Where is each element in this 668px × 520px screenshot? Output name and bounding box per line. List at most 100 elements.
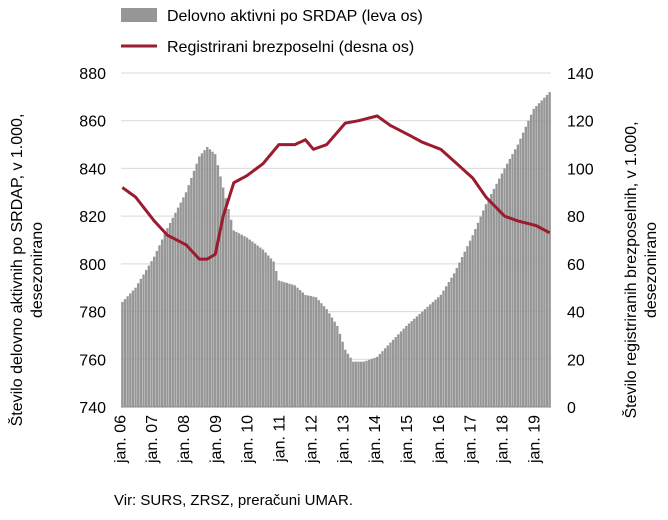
bar: [431, 302, 435, 407]
bar: [540, 100, 543, 407]
bar: [468, 240, 472, 407]
bar: [482, 210, 485, 407]
bar: [216, 165, 220, 407]
bar: [383, 348, 387, 407]
bar: [519, 138, 522, 408]
bar: [405, 325, 408, 407]
bar: [362, 361, 366, 407]
bar: [365, 360, 368, 407]
bar: [320, 303, 323, 407]
bar: [352, 361, 355, 407]
bar: [421, 311, 424, 407]
bar: [450, 277, 453, 407]
bar: [139, 278, 143, 407]
left-axis-title: Število delovno aktivnih po SRDAP, v 1.0…: [7, 114, 46, 427]
bar: [190, 177, 193, 407]
bar: [330, 317, 334, 407]
bar: [529, 114, 533, 407]
bar: [325, 309, 328, 407]
bar: [291, 284, 294, 407]
bar: [474, 229, 477, 407]
left-tick-label: 840: [79, 161, 106, 178]
left-tick-label: 740: [79, 400, 106, 417]
bar: [275, 271, 278, 407]
bar: [511, 154, 514, 407]
bar: [452, 273, 456, 407]
bar: [391, 339, 395, 407]
bar: [344, 349, 347, 407]
bar: [317, 300, 320, 407]
bar: [131, 290, 135, 407]
right-tick-label: 140: [567, 66, 594, 83]
bar: [312, 296, 315, 407]
right-axis-title: Število registriranih brezposelnih, v 1.…: [621, 121, 660, 418]
bar: [174, 212, 177, 407]
bar: [166, 228, 169, 407]
bar: [261, 249, 265, 407]
x-tick-label: jan. 07: [144, 415, 161, 464]
bar: [328, 313, 331, 407]
x-tick-label: jan. 17: [463, 415, 480, 464]
bar: [304, 294, 307, 407]
x-tick-label: jan. 18: [495, 415, 512, 464]
bar: [413, 318, 416, 407]
bar: [240, 234, 243, 407]
bar: [171, 217, 174, 407]
bar: [229, 219, 233, 407]
bar: [259, 247, 262, 407]
bar: [426, 306, 429, 407]
bar: [198, 156, 201, 407]
x-tick-label: jan. 14: [367, 415, 384, 464]
bar: [147, 265, 151, 407]
bar: [527, 120, 530, 408]
bar: [360, 361, 363, 407]
bar: [235, 231, 238, 407]
bar: [243, 236, 246, 407]
bar: [386, 345, 389, 407]
bar: [192, 170, 196, 407]
bar: [145, 269, 148, 407]
bar: [397, 334, 400, 407]
bar: [184, 192, 188, 407]
bar: [341, 341, 344, 407]
bar: [158, 245, 161, 407]
x-tick-label: jan. 16: [431, 415, 448, 464]
bar: [121, 302, 124, 407]
bar: [245, 237, 249, 407]
bar: [123, 299, 127, 407]
right-tick-label: 40: [567, 305, 585, 322]
bar: [484, 204, 488, 407]
bar: [309, 296, 312, 407]
bar: [248, 239, 251, 407]
bar: [168, 222, 172, 407]
source-note: Vir: SURS, ZRSZ, preračuni UMAR.: [114, 492, 353, 509]
bar: [410, 321, 413, 407]
bar: [537, 103, 541, 407]
bar: [460, 257, 464, 407]
bar: [354, 361, 358, 407]
x-tick-label: jan. 12: [303, 415, 320, 464]
x-tick-label: jan. 15: [399, 415, 416, 464]
employed-series: [121, 92, 551, 408]
bar: [200, 153, 204, 407]
bar: [208, 149, 212, 407]
bar: [500, 173, 504, 407]
legend-swatch-employed: [121, 8, 157, 22]
bar: [253, 243, 257, 407]
bar: [224, 198, 228, 407]
bar: [346, 353, 350, 407]
x-tick-label: jan. 13: [335, 415, 352, 464]
bar: [508, 158, 512, 407]
bar: [463, 251, 466, 407]
bar: [211, 151, 214, 407]
bar: [206, 146, 209, 407]
bar: [429, 304, 432, 407]
bar: [447, 281, 450, 407]
bar: [357, 361, 360, 407]
bar: [203, 150, 206, 407]
left-tick-label: 760: [79, 352, 106, 369]
bar: [532, 108, 535, 407]
bar: [394, 337, 397, 407]
bar: [389, 342, 392, 407]
